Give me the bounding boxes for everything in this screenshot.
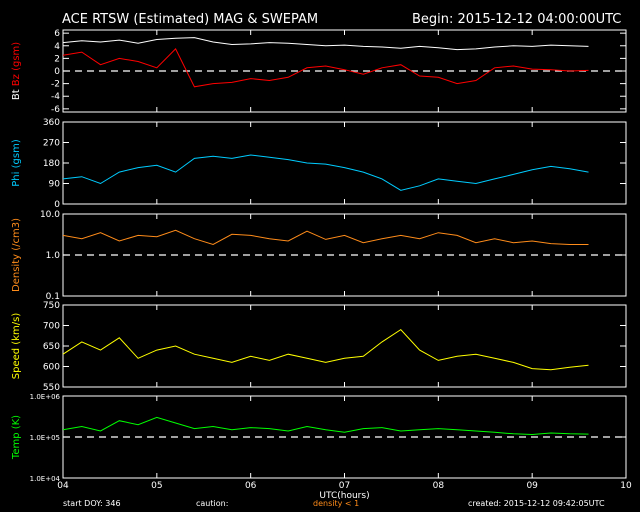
y-tick-label: 550: [43, 383, 60, 393]
y-tick-label: 700: [43, 322, 60, 332]
y-axis-label-part: (km/s): [11, 313, 22, 348]
y-tick-label: 0.1: [46, 292, 60, 302]
y-tick-label: 600: [43, 363, 60, 373]
y-axis-label: Density (/cm3): [11, 218, 22, 292]
x-tick-label: 06: [245, 481, 257, 491]
y-tick-label: 4: [54, 42, 60, 52]
begin-time: Begin: 2015-12-12 04:00:00UTC: [412, 12, 622, 27]
x-tick-label: 08: [433, 481, 445, 491]
series-line-speed: [62, 328, 589, 371]
y-axis-label-part: Temp: [11, 432, 22, 460]
y-axis-label: Phi (gsm): [11, 139, 22, 187]
y-tick-label: 90: [49, 180, 61, 190]
panel-frame: [62, 304, 627, 388]
x-axis-label: UTC(hours): [319, 491, 369, 501]
y-tick-label: 650: [43, 342, 60, 352]
series-line-bz: [62, 48, 589, 88]
y-tick-label: -6: [51, 105, 60, 115]
density-caution: density < 1: [313, 499, 360, 508]
y-tick-label: 750: [43, 301, 60, 311]
y-tick-label: 1.0E+06: [30, 393, 61, 401]
y-tick-label: 1.0E+04: [30, 475, 61, 483]
caution-label: caution:: [196, 499, 229, 508]
x-tick-label: 07: [339, 481, 350, 491]
y-axis-label-part: Speed: [11, 348, 22, 379]
created-time: created: 2015-12-12 09:42:05UTC: [468, 499, 605, 508]
y-tick-label: -4: [51, 92, 60, 102]
y-axis-label: Speed (km/s): [11, 313, 22, 380]
y-tick-label: 0: [54, 200, 60, 210]
y-axis-label: Temp (K): [11, 415, 22, 460]
y-axis-label-part: Phi: [11, 172, 22, 187]
series-line-bt: [62, 37, 589, 51]
y-tick-label: 180: [43, 159, 60, 169]
x-tick-label: 04: [57, 481, 69, 491]
y-tick-label: 2: [54, 54, 60, 64]
y-tick-label: 1.0: [46, 251, 61, 261]
series-line-density: [62, 229, 589, 246]
y-axis-label-part: Density: [11, 254, 22, 292]
start-doy: start DOY: 346: [63, 499, 121, 508]
y-tick-label: 10.0: [40, 210, 60, 220]
x-tick-label: 05: [151, 481, 162, 491]
y-tick-label: -2: [51, 80, 60, 90]
y-tick-label: 270: [43, 139, 60, 149]
y-axis-label: Bt Bz (gsm): [11, 42, 22, 100]
panel-frame: [62, 121, 627, 205]
y-axis-label-part: (/cm3): [11, 218, 22, 254]
series-line-temp: [62, 416, 589, 436]
y-tick-label: 1.0E+05: [30, 434, 60, 442]
y-axis-label-part: Bz: [11, 74, 22, 89]
y-axis-label-part: (gsm): [11, 139, 22, 171]
y-axis-label-part: (K): [11, 415, 22, 433]
x-tick-label: 10: [620, 481, 632, 491]
y-axis-label-part: (gsm): [11, 42, 22, 74]
chart-title: ACE RTSW (Estimated) MAG & SWEPAM: [62, 12, 319, 27]
x-tick-label: 09: [526, 481, 538, 491]
y-tick-label: 360: [43, 118, 60, 128]
series-line-phi: [62, 154, 589, 191]
y-axis-label-part: Bt: [11, 89, 22, 100]
y-tick-label: 6: [54, 29, 60, 39]
y-tick-label: 0: [54, 67, 60, 77]
